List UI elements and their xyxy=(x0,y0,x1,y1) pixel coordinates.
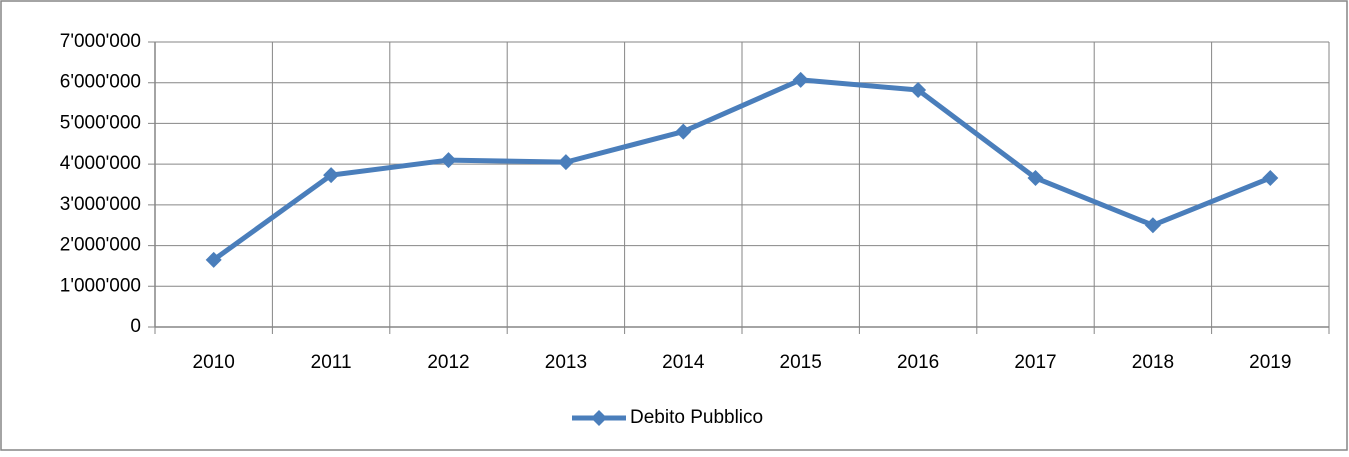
x-tick-label: 2010 xyxy=(193,352,235,373)
legend-label: Debito Pubblico xyxy=(630,407,763,428)
x-tick-label: 2012 xyxy=(427,352,469,373)
y-tick-label: 3'000'000 xyxy=(60,194,141,215)
data-point xyxy=(1027,169,1044,186)
data-point xyxy=(557,154,574,171)
x-tick-label: 2018 xyxy=(1132,352,1174,373)
y-tick-label: 0 xyxy=(130,316,141,337)
x-tick-label: 2016 xyxy=(897,352,939,373)
y-tick-label: 6'000'000 xyxy=(60,72,141,93)
x-tick-label: 2014 xyxy=(662,352,705,373)
x-tick-label: 2019 xyxy=(1249,352,1291,373)
y-tick-label: 2'000'000 xyxy=(60,235,141,256)
data-point xyxy=(440,152,457,169)
x-tick-label: 2017 xyxy=(1014,352,1056,373)
data-point xyxy=(1262,169,1279,186)
data-point xyxy=(910,82,927,99)
data-point xyxy=(1144,217,1161,234)
y-tick-label: 7'000'000 xyxy=(60,31,141,52)
x-tick-label: 2011 xyxy=(311,352,352,373)
data-point xyxy=(205,251,222,268)
x-tick-label: 2013 xyxy=(545,352,587,373)
data-point xyxy=(675,123,692,140)
y-tick-label: 1'000'000 xyxy=(60,275,141,296)
y-tick-label: 4'000'000 xyxy=(60,153,141,174)
legend-marker xyxy=(591,410,607,426)
data-point xyxy=(323,167,340,184)
y-tick-label: 5'000'000 xyxy=(60,112,141,133)
data-point xyxy=(792,71,809,88)
data-line xyxy=(212,77,1272,262)
x-tick-label: 2015 xyxy=(780,352,822,373)
